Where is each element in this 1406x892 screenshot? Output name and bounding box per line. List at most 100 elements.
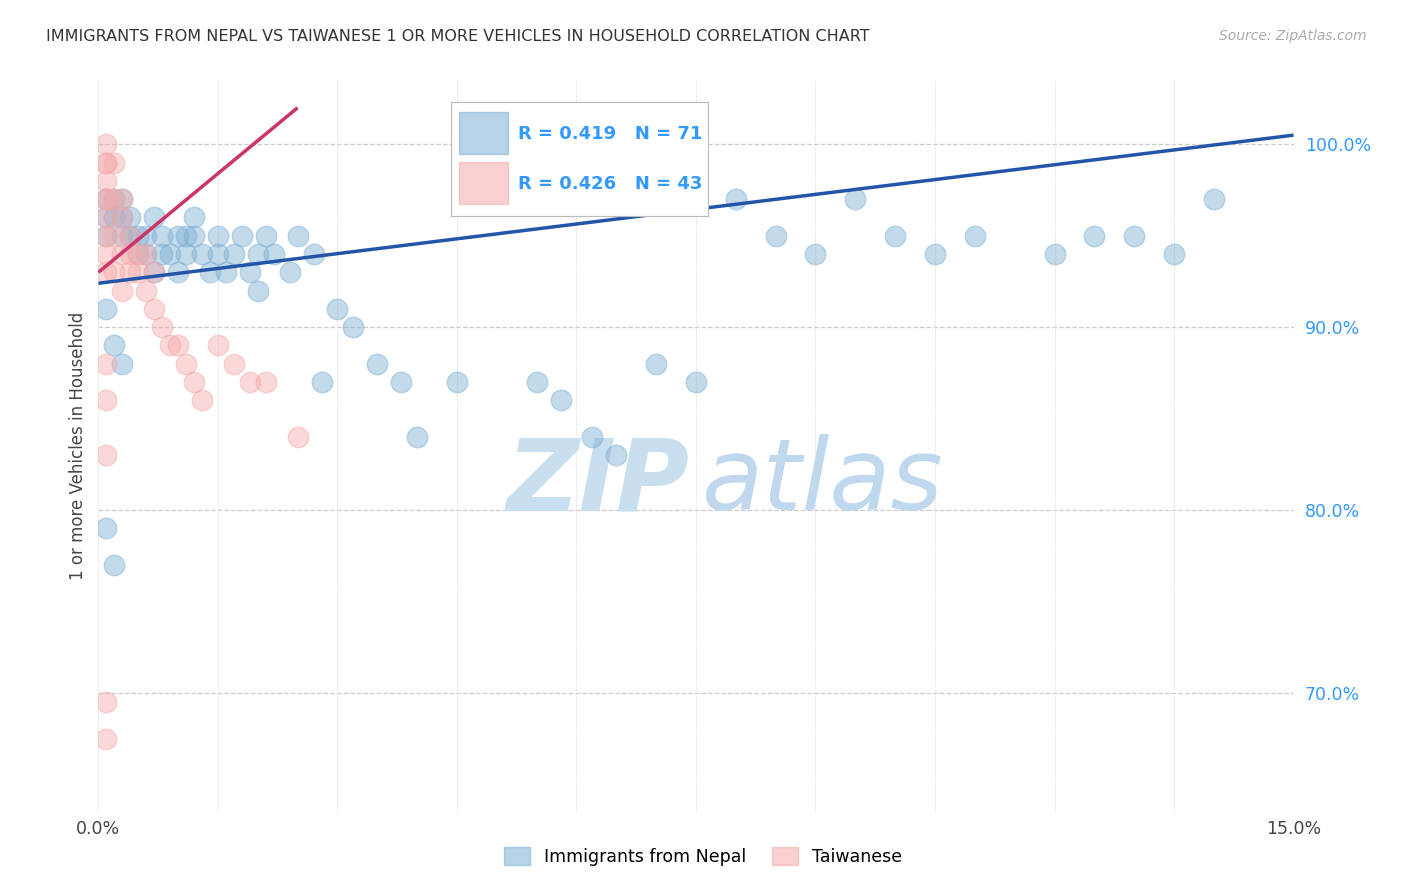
Point xyxy=(183,228,205,243)
Point xyxy=(96,448,118,462)
Point xyxy=(246,284,269,298)
Y-axis label: 1 or more Vehicles in Household: 1 or more Vehicles in Household xyxy=(69,312,87,580)
Point xyxy=(191,247,214,261)
Point xyxy=(302,247,325,261)
Point xyxy=(127,228,149,243)
Point xyxy=(198,265,221,279)
Text: Source: ZipAtlas.com: Source: ZipAtlas.com xyxy=(1219,29,1367,43)
Point xyxy=(96,731,118,746)
Point xyxy=(96,695,118,709)
Point xyxy=(254,228,277,243)
Text: ZIP: ZIP xyxy=(508,434,690,531)
Point xyxy=(1123,228,1146,243)
Point xyxy=(844,192,866,206)
Point xyxy=(485,174,508,188)
Point xyxy=(231,228,253,243)
Point xyxy=(127,247,149,261)
Point xyxy=(135,228,157,243)
Point xyxy=(326,301,349,316)
Point xyxy=(215,265,238,279)
Point xyxy=(342,320,364,334)
Point xyxy=(159,247,181,261)
Point xyxy=(1043,247,1066,261)
Text: atlas: atlas xyxy=(702,434,943,531)
Point xyxy=(765,228,787,243)
Point xyxy=(143,301,166,316)
Point xyxy=(150,228,173,243)
Point xyxy=(685,375,707,389)
Point xyxy=(96,137,118,152)
Point xyxy=(111,357,134,371)
Point xyxy=(103,265,125,279)
Point xyxy=(103,192,125,206)
Point xyxy=(239,375,262,389)
Point xyxy=(581,430,603,444)
Point xyxy=(96,357,118,371)
Point xyxy=(645,357,668,371)
Point xyxy=(605,448,627,462)
Point xyxy=(111,192,134,206)
Point xyxy=(120,265,142,279)
Point xyxy=(406,430,429,444)
Point xyxy=(111,211,134,225)
Point xyxy=(174,357,197,371)
Point xyxy=(96,155,118,169)
Point xyxy=(1083,228,1105,243)
Point xyxy=(287,430,309,444)
Point xyxy=(963,228,986,243)
Point xyxy=(183,211,205,225)
Point xyxy=(127,265,149,279)
Point xyxy=(143,265,166,279)
Point xyxy=(884,228,907,243)
Point xyxy=(804,247,827,261)
Point xyxy=(183,375,205,389)
Point xyxy=(111,247,134,261)
Point xyxy=(103,228,125,243)
Point xyxy=(120,228,142,243)
Point xyxy=(96,211,118,225)
Point xyxy=(96,265,118,279)
Point xyxy=(120,211,142,225)
Point xyxy=(724,192,747,206)
Point xyxy=(207,247,229,261)
Point xyxy=(246,247,269,261)
Point xyxy=(111,211,134,225)
Point xyxy=(167,228,190,243)
Point xyxy=(96,247,118,261)
Point xyxy=(96,393,118,408)
Point xyxy=(366,357,388,371)
Point xyxy=(143,211,166,225)
Point xyxy=(526,375,548,389)
Point xyxy=(96,155,118,169)
Point xyxy=(135,284,157,298)
Point xyxy=(96,211,118,225)
Legend: Immigrants from Nepal, Taiwanese: Immigrants from Nepal, Taiwanese xyxy=(496,840,910,872)
Point xyxy=(263,247,285,261)
Point xyxy=(96,228,118,243)
Point xyxy=(207,338,229,352)
Point xyxy=(120,247,142,261)
Point xyxy=(103,155,125,169)
Point xyxy=(96,521,118,535)
Point xyxy=(167,265,190,279)
Point xyxy=(222,247,245,261)
Point xyxy=(1202,192,1225,206)
Point xyxy=(96,228,118,243)
Point xyxy=(143,265,166,279)
Point xyxy=(311,375,333,389)
Point xyxy=(174,228,197,243)
Point xyxy=(207,228,229,243)
Point xyxy=(103,211,125,225)
Point xyxy=(103,338,125,352)
Point xyxy=(111,192,134,206)
Point xyxy=(111,228,134,243)
Point xyxy=(924,247,946,261)
Point xyxy=(150,247,173,261)
Point xyxy=(96,301,118,316)
Point xyxy=(159,338,181,352)
Point xyxy=(127,247,149,261)
Point xyxy=(550,393,572,408)
Point xyxy=(96,174,118,188)
Point xyxy=(239,265,262,279)
Point xyxy=(389,375,412,389)
